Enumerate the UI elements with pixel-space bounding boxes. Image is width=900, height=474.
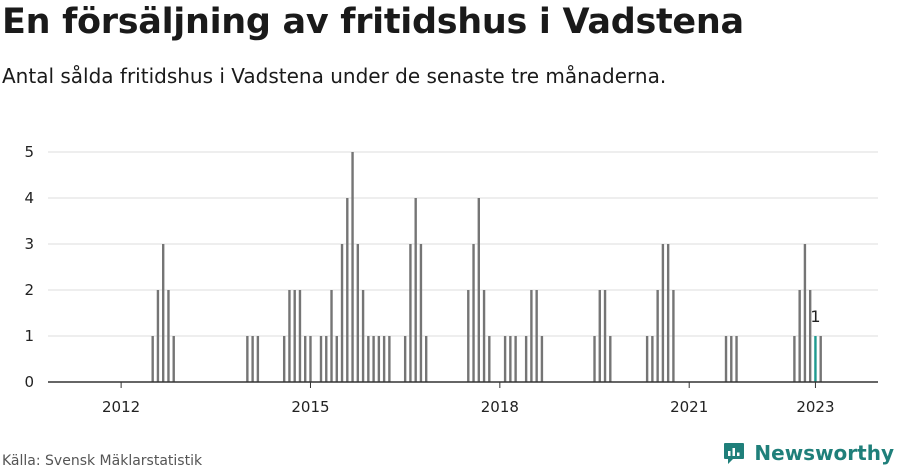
y-tick-label: 1 (24, 327, 34, 345)
bar (330, 290, 333, 382)
gridlines (48, 151, 878, 337)
bar (372, 336, 375, 382)
bar (503, 336, 507, 382)
bar (530, 290, 533, 382)
bar (661, 244, 665, 382)
bar (382, 336, 386, 382)
bar (414, 198, 417, 382)
chart-title: En försäljning av fritidshus i Vadstena (2, 2, 744, 42)
y-tick-label: 0 (24, 373, 34, 391)
bar (488, 336, 491, 382)
bar (340, 244, 344, 382)
bar (419, 244, 423, 382)
x-axis-labels: 2012 2015 2018 2021 2023 (102, 398, 835, 416)
bar (819, 336, 822, 382)
bar (535, 290, 538, 382)
bar (472, 244, 475, 382)
bar (293, 290, 296, 382)
bar (793, 336, 796, 382)
x-tick-label: 2012 (102, 398, 140, 416)
bar (156, 290, 160, 382)
bar (361, 290, 365, 382)
newsworthy-logo-icon (724, 443, 745, 464)
bar (524, 336, 528, 382)
bar (162, 244, 165, 382)
bar (319, 336, 323, 382)
bar (282, 336, 286, 382)
bar (651, 336, 654, 382)
annotations: 1 (810, 307, 820, 326)
bar (304, 336, 307, 382)
x-tick-label: 2023 (796, 398, 834, 416)
y-tick-label: 4 (24, 189, 34, 207)
bar (482, 290, 486, 382)
bar (645, 336, 649, 382)
bar (403, 336, 407, 382)
bar (803, 244, 807, 382)
bar (730, 336, 733, 382)
bar (346, 198, 349, 382)
bar (724, 336, 728, 382)
bar (251, 336, 254, 382)
bar (477, 198, 480, 382)
bar (598, 290, 601, 382)
bar (325, 336, 328, 382)
bar-chart: 0 1 2 3 4 5 2012 2015 2018 2021 2023 1 (24, 143, 878, 416)
bar (593, 336, 596, 382)
y-tick-label: 2 (24, 281, 34, 299)
y-axis-labels: 0 1 2 3 4 5 (24, 143, 34, 391)
bar (808, 290, 812, 382)
y-tick-label: 5 (24, 143, 34, 161)
bar (798, 290, 801, 382)
bar (298, 290, 302, 382)
highlight-value-label: 1 (810, 307, 820, 326)
bar (509, 336, 512, 382)
bar (377, 336, 381, 382)
brand-logo[interactable]: Newsworthy (722, 441, 894, 465)
bar (256, 336, 260, 382)
bar (288, 290, 291, 382)
bar-highlighted (814, 336, 817, 382)
bar (467, 290, 470, 382)
bar (351, 152, 354, 382)
bar (167, 290, 170, 382)
brand-name: Newsworthy (754, 441, 894, 465)
bar (540, 336, 544, 382)
bar (672, 290, 675, 382)
bar (309, 336, 312, 382)
source-note: Källa: Svensk Mäklarstatistik (2, 453, 203, 469)
bar (388, 336, 391, 382)
x-tick-label: 2018 (481, 398, 519, 416)
bar (335, 336, 338, 382)
bar (172, 336, 175, 382)
bar (246, 336, 249, 382)
bar (514, 336, 517, 382)
bar (367, 336, 370, 382)
y-tick-label: 3 (24, 235, 34, 253)
bar (356, 244, 360, 382)
bar (603, 290, 607, 382)
bars (151, 152, 822, 382)
bar (151, 336, 154, 382)
chart-subtitle: Antal sålda fritidshus i Vadstena under … (2, 64, 667, 88)
bar (409, 244, 412, 382)
bar (425, 336, 428, 382)
x-tick-label: 2021 (670, 398, 708, 416)
x-axis (48, 381, 878, 388)
bar (735, 336, 738, 382)
x-tick-label: 2015 (291, 398, 329, 416)
bar (656, 290, 659, 382)
bar (666, 244, 670, 382)
bar (609, 336, 612, 382)
